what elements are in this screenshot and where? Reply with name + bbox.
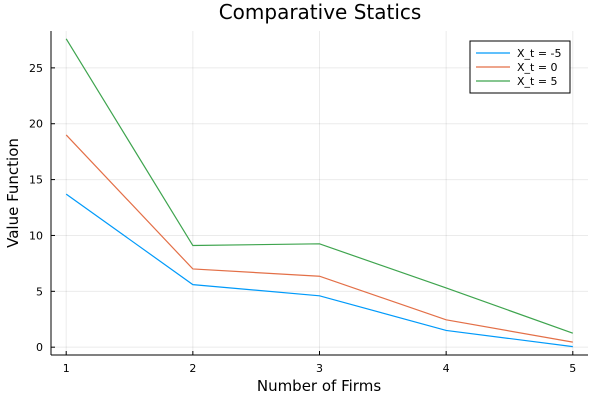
chart-title: Comparative Statics [219, 0, 422, 24]
legend-label: X_t = 0 [517, 61, 558, 74]
x-tick-label: 3 [316, 362, 323, 375]
y-tick-label: 15 [29, 174, 43, 187]
x-tick-label: 4 [443, 362, 450, 375]
y-tick-labels: 0 5 10 15 20 25 [29, 62, 43, 354]
y-tick-label: 10 [29, 229, 43, 242]
legend-label: X_t = -5 [517, 47, 562, 60]
y-axis-label: Value Function [4, 138, 22, 248]
series-lines [65, 38, 574, 348]
series-line-x-t-0 [65, 134, 573, 343]
x-tick-labels: 1 2 3 4 5 [63, 362, 577, 375]
x-axis-label: Number of Firms [257, 377, 381, 395]
y-tick-label: 5 [36, 285, 43, 298]
y-tick-label: 20 [29, 118, 43, 131]
x-tick-label: 2 [189, 362, 196, 375]
series-line-x-t-5 [65, 38, 574, 334]
x-tick-label: 1 [63, 362, 70, 375]
legend: X_t = -5X_t = 0X_t = 5 [469, 40, 571, 94]
x-tick-label: 5 [569, 362, 576, 375]
axes [50, 31, 588, 356]
y-tick-label: 25 [29, 62, 43, 75]
legend-label: X_t = 5 [517, 75, 558, 88]
y-tick-label: 0 [36, 341, 43, 354]
grid [51, 31, 588, 355]
series-line-x-t-5 [65, 193, 573, 348]
